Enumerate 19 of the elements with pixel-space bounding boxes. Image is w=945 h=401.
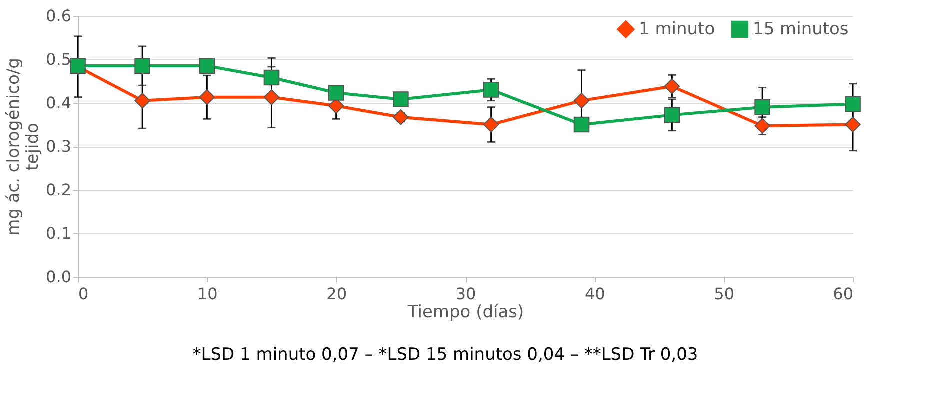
text: *LSD 1 minuto 0,07 – *LSD 15 minutos 0,04 – **LSD Tr 0,03: [192, 345, 698, 365]
x-tick-label: 60: [833, 284, 854, 304]
y-axis-title: mg ác. clorogénico/g tejido: [4, 58, 44, 236]
y-tick-label: 0.5: [46, 50, 72, 69]
x-tick-label: 50: [714, 284, 735, 304]
y-tick-label: 0.0: [46, 268, 72, 286]
y-tick-label: 0.3: [46, 137, 72, 156]
y-tick-label: 0.6: [46, 6, 72, 26]
x-tick-label: 30: [456, 284, 476, 304]
legend-label: 15 minutos: [753, 19, 849, 40]
legend-label: 1 minuto: [639, 19, 716, 40]
x-tick-label: 40: [584, 284, 606, 304]
x-tick-label: 0: [78, 284, 89, 304]
x-tick-label: 20: [326, 284, 348, 304]
y-tick-label: 0.4: [46, 94, 72, 112]
y-tick-label: 0.1: [46, 224, 72, 243]
x-tick-label: 10: [197, 284, 218, 304]
y-tick-label: 0.2: [46, 180, 72, 200]
x-axis-title: Tiempo (días): [406, 302, 524, 322]
